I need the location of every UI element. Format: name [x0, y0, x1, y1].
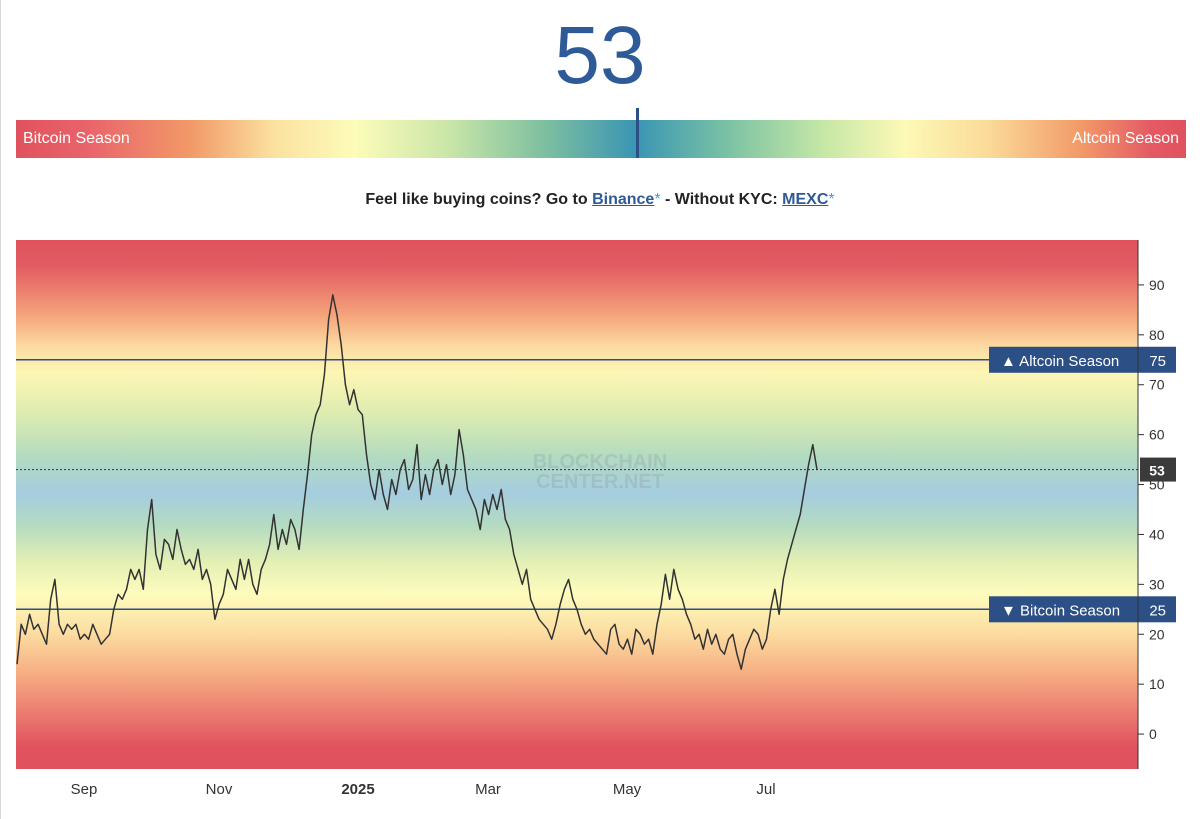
- promo-prefix: Feel like buying coins? Go to: [365, 191, 593, 208]
- y-tick-label: 10: [1149, 676, 1165, 692]
- reference-label-bg-1: [989, 596, 1176, 623]
- watermark-line2: CENTER.NET: [536, 471, 664, 493]
- chart-background: [16, 240, 1138, 769]
- x-tick-label: May: [613, 781, 642, 798]
- y-tick-label: 90: [1149, 277, 1165, 293]
- x-tick-label: Sep: [71, 781, 98, 798]
- x-tick-label: Mar: [475, 781, 501, 798]
- reference-value-0: 75: [1149, 353, 1166, 370]
- y-tick-label: 70: [1149, 377, 1165, 393]
- bitcoin-season-label: Bitcoin Season: [23, 130, 130, 147]
- mexc-star: *: [828, 191, 835, 208]
- current-index-value: 53: [554, 10, 646, 101]
- series-line: [16, 294, 818, 670]
- watermark: BLOCKCHAIN CENTER.NET: [533, 451, 667, 493]
- season-indicator-needle: [636, 108, 639, 158]
- altcoin-season-label: Altcoin Season: [1072, 130, 1179, 147]
- current-value-badge: [1140, 457, 1176, 482]
- y-tick-label: 60: [1149, 427, 1165, 443]
- page-left-border: [0, 0, 1, 819]
- reference-label-1: ▼ Bitcoin Season: [1001, 602, 1120, 619]
- binance-star: *: [654, 191, 661, 208]
- mexc-link[interactable]: MEXC: [782, 191, 829, 208]
- promo-line: Feel like buying coins? Go to Binance* -…: [0, 191, 1200, 209]
- y-tick-label: 20: [1149, 626, 1165, 642]
- current-value-badge-label: 53: [1149, 463, 1165, 479]
- reference-label-0: ▲ Altcoin Season: [1001, 353, 1119, 370]
- y-tick-label: 80: [1149, 327, 1165, 343]
- season-gradient-bar: Bitcoin Season Altcoin Season: [16, 120, 1186, 158]
- watermark-line1: BLOCKCHAIN: [533, 451, 667, 473]
- x-tick-label: Jul: [756, 781, 775, 798]
- y-tick-label: 40: [1149, 526, 1165, 542]
- reference-value-1: 25: [1149, 602, 1166, 619]
- y-tick-label: 30: [1149, 576, 1165, 592]
- reference-label-bg-0: [989, 346, 1176, 373]
- x-tick-label: Nov: [206, 781, 233, 798]
- x-tick-label: 2025: [341, 781, 374, 798]
- promo-middle: - Without KYC:: [660, 191, 783, 208]
- binance-link[interactable]: Binance: [592, 191, 655, 208]
- y-tick-label: 0: [1149, 726, 1157, 742]
